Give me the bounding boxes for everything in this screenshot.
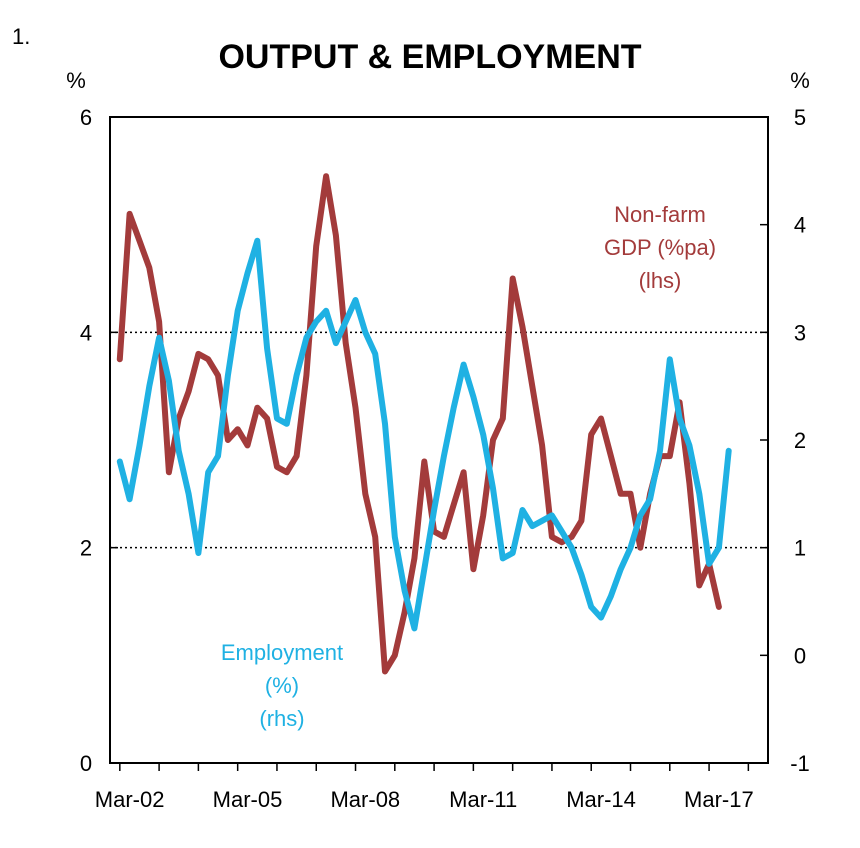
x-axis-tick-label: Mar-02 [95,787,165,812]
x-axis-tick-label: Mar-11 [449,787,517,812]
x-axis-tick-label: Mar-08 [330,787,400,812]
right-axis-tick-label: 1 [794,536,806,561]
x-axis-tick-label: Mar-14 [566,787,636,812]
left-axis-tick-label: 2 [80,536,92,561]
right-axis-tick-label: 3 [794,320,806,345]
x-axis-tick-label: Mar-17 [684,787,754,812]
left-axis-tick-label: 0 [80,751,92,776]
gdp-series-label: (lhs) [639,268,682,293]
right-axis-tick-label: 5 [794,105,806,130]
right-axis-tick-label: 0 [794,643,806,668]
series-annotations: Non-farm GDP (%pa) (lhs) Employment (%) (rhs) [221,202,716,731]
left-axis-tick-label: 6 [80,105,92,130]
left-axis-unit: % [66,68,86,93]
right-axis-unit: % [790,68,810,93]
gdp-series-line [116,173,722,675]
gdp-series-label: GDP (%pa) [604,235,716,260]
series-lines [116,173,732,675]
chart-title: OUTPUT & EMPLOYMENT [218,38,641,76]
employment-series-label: (rhs) [259,706,304,731]
figure-number: 1. [12,24,30,49]
axes: 0 2 4 6 -1 0 1 2 3 4 5 Mar-02 Mar-05 Mar-08 Mar-11 Mar-… [80,105,810,812]
right-axis-tick-label: 4 [794,213,806,238]
x-axis-tick-label: Mar-05 [213,787,283,812]
right-axis-tick-label: 2 [794,428,806,453]
right-axis-tick-label: -1 [790,751,810,776]
gdp-series-label: Non-farm [614,202,706,227]
employment-series-line [116,237,732,632]
employment-series-label: (%) [265,673,299,698]
employment-series-label: Employment [221,640,343,665]
left-axis-tick-label: 4 [80,320,92,345]
